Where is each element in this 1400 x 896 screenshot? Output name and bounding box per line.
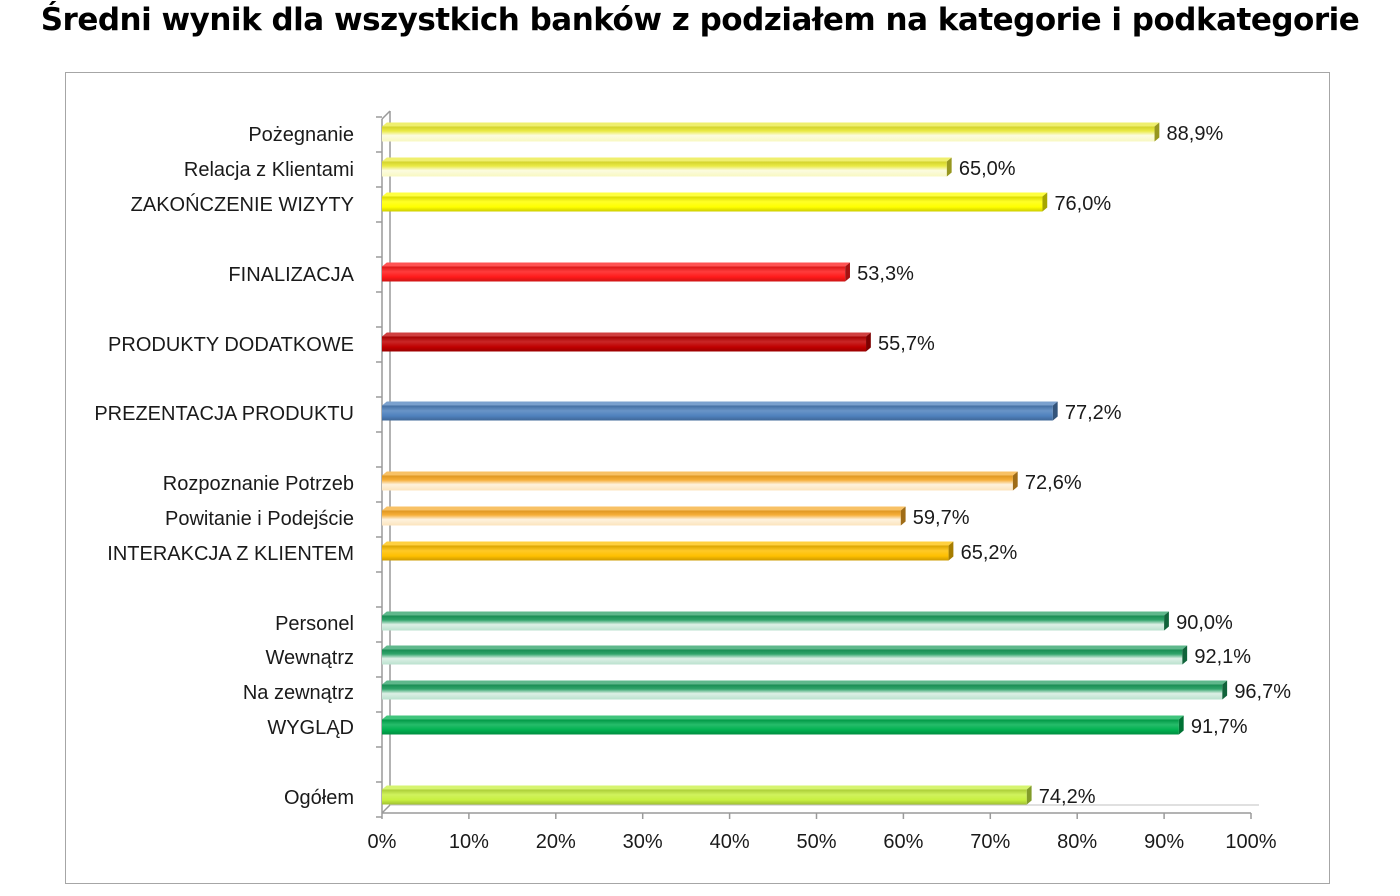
bar-end-face: [1164, 611, 1169, 631]
bar-top-face: [382, 122, 1160, 127]
bar-end-face: [900, 506, 906, 526]
bar: [382, 615, 1165, 631]
bar-end-face: [948, 541, 954, 561]
data-label: 59,7%: [913, 507, 970, 529]
x-tick-label: 0%: [368, 831, 397, 853]
x-tick-label: 50%: [796, 831, 836, 853]
category-label: INTERAKCJA Z KLIENTEM: [107, 543, 354, 565]
bar-top-face: [382, 262, 850, 267]
bar-end-face: [1026, 785, 1032, 805]
data-label: 91,7%: [1191, 716, 1248, 738]
category-label: Na zewnątrz: [243, 682, 354, 704]
bar-top-face: [382, 401, 1058, 406]
data-label: 90,0%: [1176, 612, 1233, 634]
bar-end-face: [1182, 645, 1188, 665]
bar: [382, 196, 1043, 212]
bar-top-face: [382, 506, 906, 511]
bar-top-face: [382, 332, 871, 337]
bar-end-face: [1178, 715, 1184, 735]
data-label: 74,2%: [1039, 786, 1096, 808]
data-label: 72,6%: [1025, 472, 1082, 494]
x-tick-label: 90%: [1144, 831, 1184, 853]
bar-top-face: [382, 785, 1032, 790]
bar-end-face: [946, 157, 952, 177]
bar: [382, 649, 1183, 665]
data-label: 88,9%: [1167, 123, 1224, 145]
bar: [382, 475, 1013, 491]
data-label: 77,2%: [1065, 402, 1122, 424]
category-label: Powitanie i Podejście: [165, 508, 354, 530]
x-tick-label: 70%: [970, 831, 1010, 853]
bar-end-face: [1154, 122, 1160, 142]
data-label: 76,0%: [1054, 193, 1111, 215]
bar-top-face: [382, 680, 1228, 685]
bar: [382, 510, 901, 526]
data-label: 92,1%: [1194, 646, 1251, 668]
bar: [382, 266, 846, 282]
x-tick-label: 40%: [710, 831, 750, 853]
bar-end-face: [1052, 401, 1058, 421]
data-label: 55,7%: [878, 333, 935, 355]
bar: [382, 684, 1223, 700]
bar-end-face: [1012, 471, 1018, 491]
x-tick-label: 100%: [1225, 831, 1276, 853]
x-tick-label: 80%: [1057, 831, 1097, 853]
category-label: FINALIZACJA: [228, 264, 354, 286]
category-label: Personel: [275, 613, 354, 635]
y-axis-top-edge: [381, 110, 391, 120]
bar-top-face: [382, 157, 952, 162]
bar: [382, 719, 1179, 735]
category-label: WYGLĄD: [267, 717, 354, 739]
category-label: Wewnątrz: [265, 647, 354, 669]
bar-top-face: [382, 471, 1018, 476]
data-label: 65,2%: [961, 542, 1018, 564]
bar-top-face: [382, 541, 954, 546]
bar: [382, 161, 947, 177]
x-tick-label: 10%: [449, 831, 489, 853]
bar-end-face: [1222, 680, 1228, 700]
category-label: PREZENTACJA PRODUKTU: [94, 403, 354, 425]
category-label: Ogółem: [284, 787, 354, 809]
category-label: Rozpoznanie Potrzeb: [163, 473, 354, 495]
bar-end-face: [866, 332, 871, 352]
data-label: 96,7%: [1234, 681, 1291, 703]
bar-end-face: [845, 262, 850, 282]
bar-top-face: [382, 715, 1184, 720]
x-tick-label: 20%: [536, 831, 576, 853]
chart-frame: 0% 10% 20% 30% 40% 50% 60% 70% 80% 90% 100% Pożegna…: [65, 72, 1330, 884]
bar-top-face: [382, 192, 1048, 197]
data-label: 53,3%: [857, 263, 914, 285]
data-label: 65,0%: [959, 158, 1016, 180]
bar: [382, 126, 1155, 142]
bar-top-face: [382, 645, 1188, 650]
x-tick-label: 60%: [883, 831, 923, 853]
category-label: PRODUKTY DODATKOWE: [108, 334, 354, 356]
category-label: Pożegnanie: [248, 124, 354, 146]
bar: [382, 789, 1027, 805]
category-label: Relacja z Klientami: [184, 159, 354, 181]
bar-end-face: [1042, 192, 1048, 212]
chart-title: Średni wynik dla wszystkich banków z pod…: [40, 2, 1360, 38]
bar-chart: 0% 10% 20% 30% 40% 50% 60% 70% 80% 90% 100% Pożegna…: [94, 110, 1291, 853]
bar: [382, 336, 867, 352]
category-label: ZAKOŃCZENIE WIZYTY: [131, 193, 354, 216]
bar: [382, 405, 1053, 421]
x-axis-depth-edge: [381, 804, 391, 814]
x-tick-label: 30%: [623, 831, 663, 853]
bar: [382, 545, 949, 561]
bar-top-face: [382, 611, 1169, 616]
